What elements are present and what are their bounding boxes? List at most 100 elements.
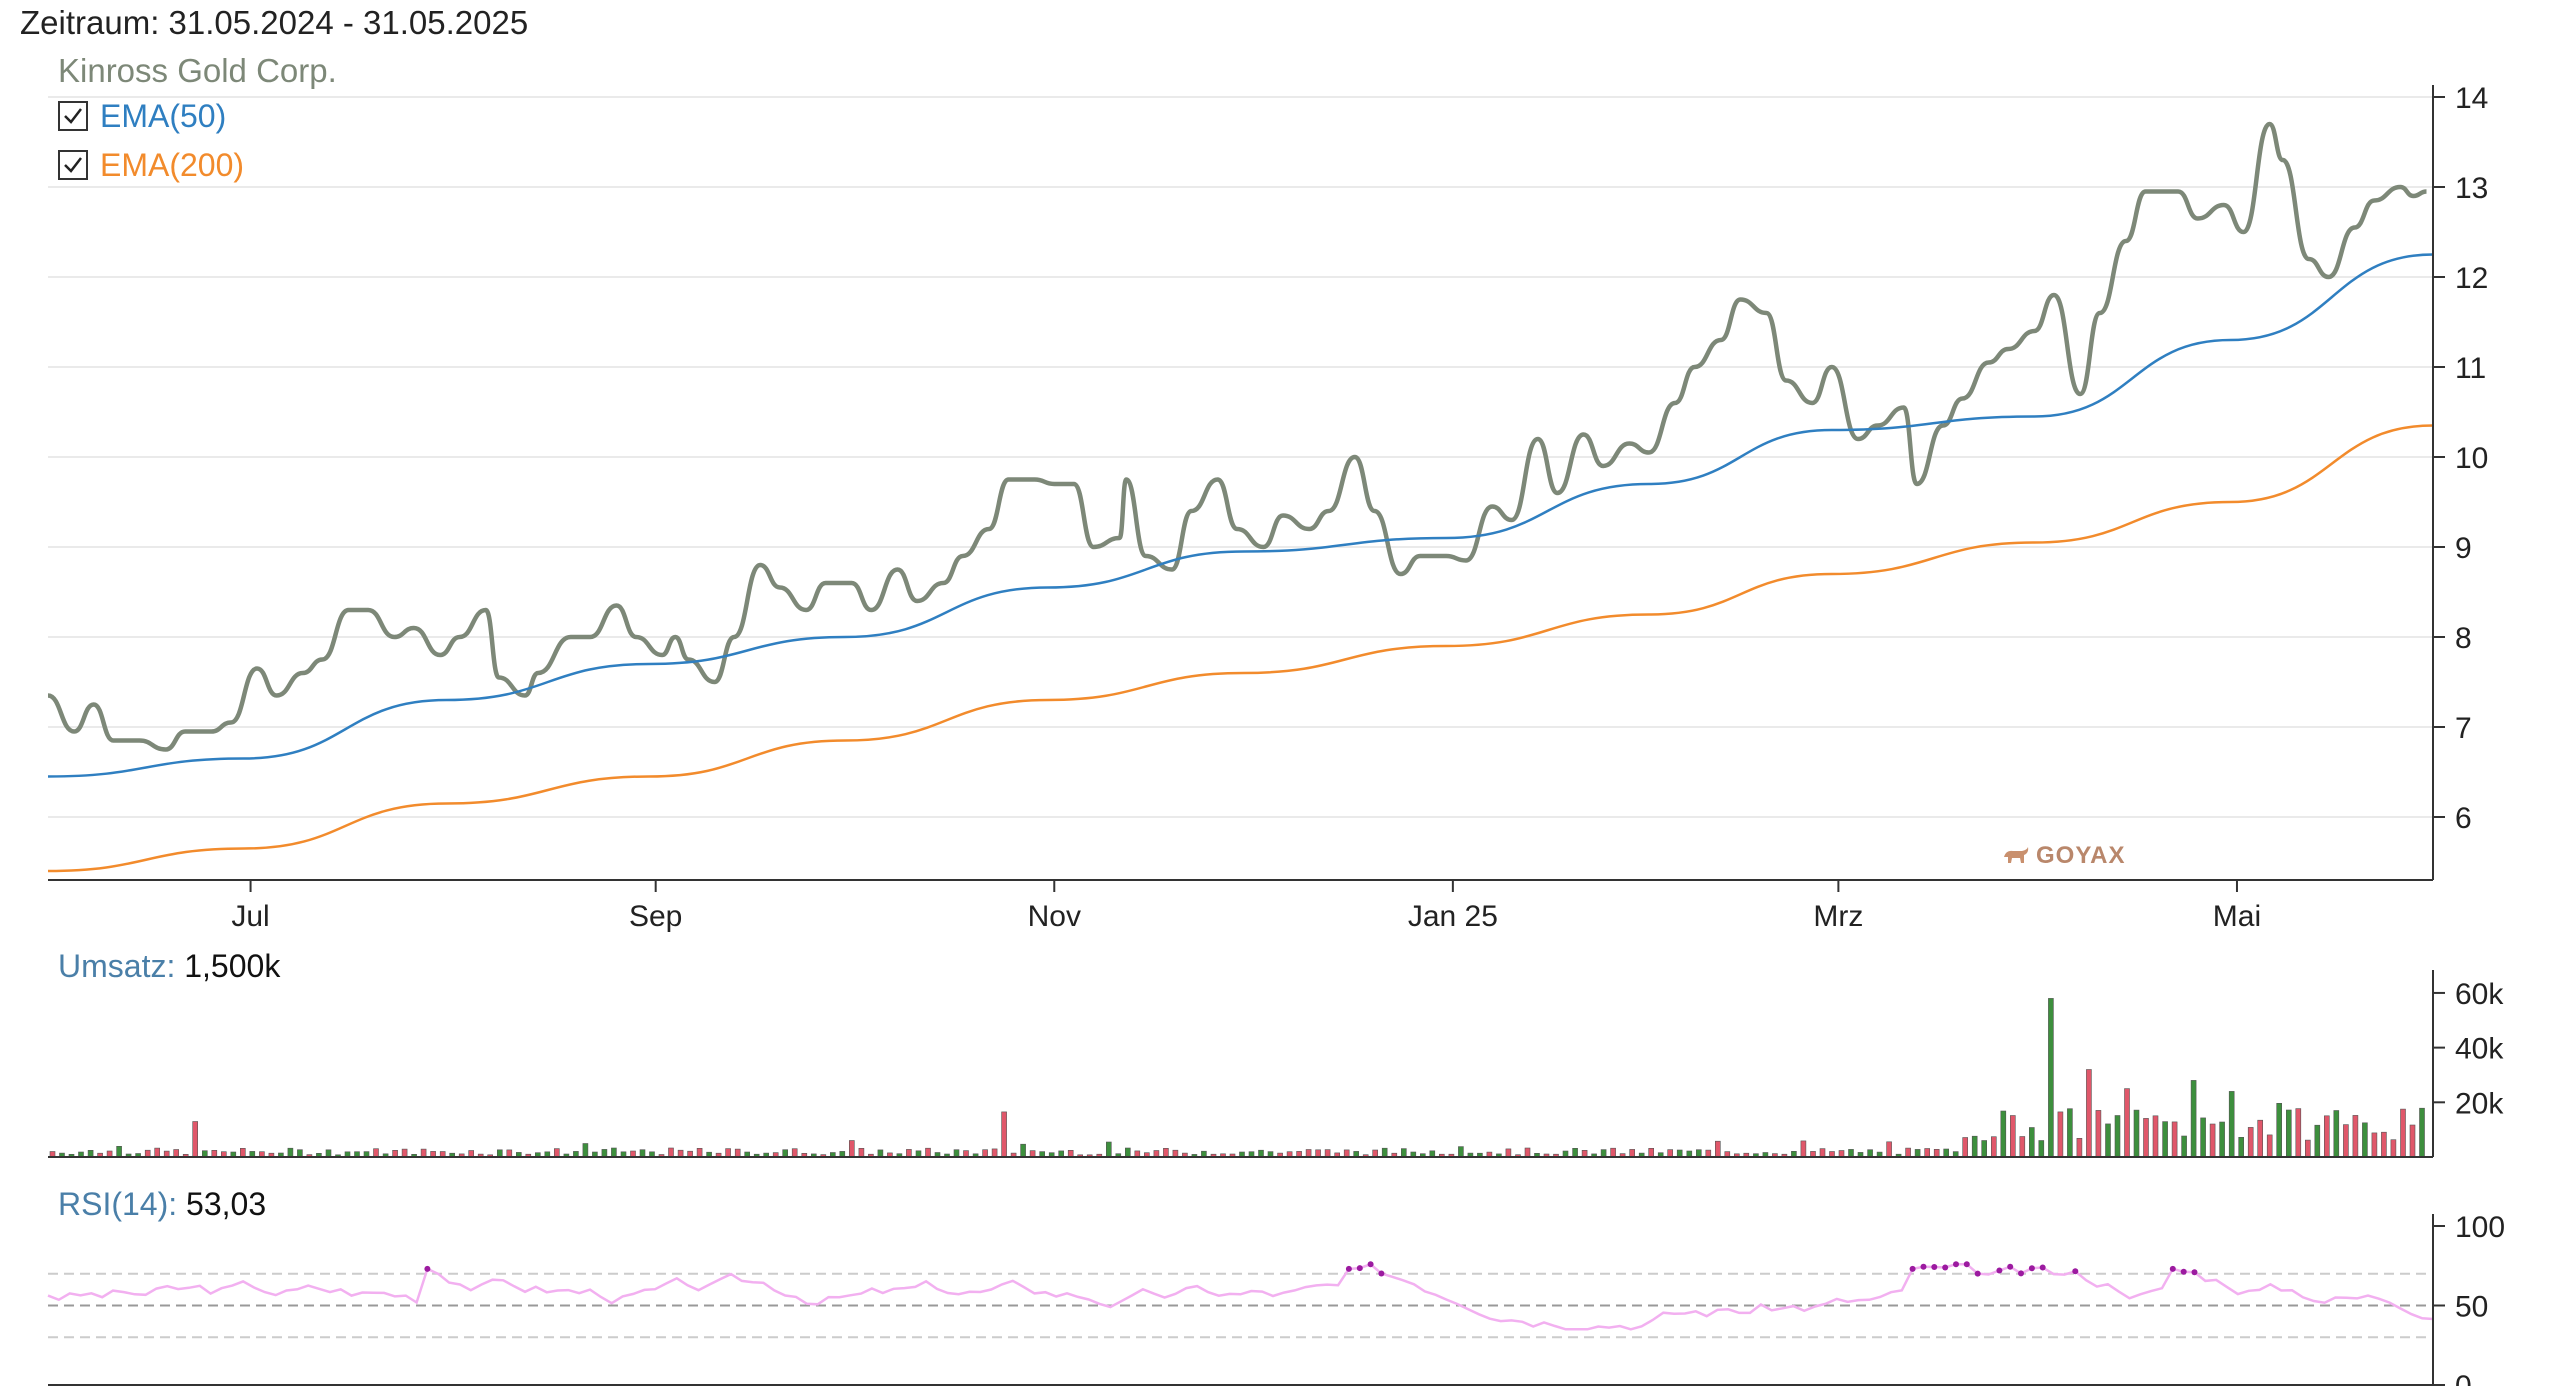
volume-bar	[2019, 1136, 2026, 1158]
rsi-label: RSI(14): 53,03	[58, 1186, 267, 1222]
volume-bar	[325, 1149, 332, 1158]
volume-bar	[1848, 1149, 1854, 1158]
volume-bar	[2247, 1127, 2254, 1158]
volume-bar	[2162, 1121, 2168, 1158]
rsi-overbought-mark	[1378, 1270, 1385, 1277]
volume-bar	[1943, 1148, 1949, 1158]
checkbox-checked-icon[interactable]	[58, 150, 88, 180]
volume-bar	[582, 1143, 589, 1158]
axes	[48, 85, 2434, 1386]
price-line	[47, 121, 2427, 752]
volume-bar	[2219, 1121, 2225, 1158]
volume-bar	[2067, 1108, 2073, 1158]
volume-bar	[1705, 1149, 1712, 1158]
rsi-overbought-mark	[1974, 1270, 1981, 1277]
volume-bar	[1648, 1148, 1654, 1158]
volume-bar	[2305, 1139, 2311, 1158]
volume-bar	[373, 1148, 379, 1158]
rsi-y-tick-label: 100	[2455, 1211, 2505, 1244]
volume-bar	[877, 1149, 884, 1158]
price-y-axis: 6 7 8 9 10 11 12 13 14	[2433, 82, 2488, 835]
volume-bar	[1905, 1147, 1911, 1158]
x-tick-label: Mai	[2213, 900, 2261, 933]
volume-bar	[1372, 1149, 1378, 1158]
x-tick-label: Nov	[1028, 900, 1081, 933]
volume-bar	[2390, 1139, 2397, 1158]
price-y-tick-label: 14	[2455, 82, 2488, 115]
volume-bar	[506, 1149, 513, 1158]
volume-bar	[1962, 1137, 1968, 1158]
volume-bar	[2286, 1109, 2292, 1158]
legend-ema50[interactable]: EMA(50)	[58, 96, 226, 136]
volume-bar	[2086, 1069, 2092, 1158]
volume-bar	[1600, 1149, 1607, 1158]
instrument-name: Kinross Gold Corp.	[58, 52, 337, 89]
volume-bar	[1676, 1149, 1683, 1158]
volume-bar	[496, 1149, 503, 1158]
rsi-panel: 0 50 100	[47, 1211, 2505, 1386]
volume-bar	[2324, 1115, 2330, 1158]
volume-bar	[2143, 1118, 2149, 1158]
volume-bar	[2057, 1111, 2064, 1158]
volume-bar	[2343, 1124, 2349, 1158]
volume-bar	[925, 1147, 931, 1158]
volume-bar	[1991, 1136, 1997, 1158]
x-tick-label: Mrz	[1813, 900, 1863, 933]
volume-bar	[144, 1149, 151, 1158]
rsi-overbought-mark	[2169, 1265, 2176, 1272]
volume-bar	[1867, 1149, 1873, 1158]
volume-bar	[668, 1147, 674, 1158]
volume-bar	[1401, 1148, 1407, 1158]
volume-bar	[1924, 1148, 1930, 1158]
volume-bar	[192, 1121, 198, 1158]
price-lines	[47, 121, 2434, 873]
price-y-tick-label: 12	[2455, 262, 2488, 295]
volume-bar	[1324, 1149, 1331, 1158]
volume-bar	[87, 1150, 94, 1158]
ema50-line	[47, 253, 2434, 778]
volume-bar	[1610, 1147, 1616, 1158]
rsi-line	[47, 1262, 2434, 1331]
volume-bar	[1572, 1148, 1578, 1158]
rsi-overbought-mark	[424, 1265, 431, 1272]
rsi-overbought-mark	[2039, 1264, 2046, 1271]
volume-bar	[1458, 1146, 1464, 1158]
volume-bar	[1886, 1141, 1892, 1158]
volume-bar	[848, 1140, 855, 1158]
volume-bar	[1629, 1149, 1635, 1158]
price-y-tick-label: 9	[2455, 532, 2472, 565]
x-tick-label: Sep	[629, 900, 682, 933]
volume-bar	[991, 1148, 998, 1158]
volume-bar	[2114, 1115, 2121, 1158]
volume-bar	[2352, 1115, 2359, 1158]
volume-bar	[2266, 1134, 2273, 1158]
volume-label: Umsatz: 1,500k	[58, 948, 281, 984]
volume-bar	[2419, 1107, 2425, 1158]
volume-bar	[240, 1148, 246, 1158]
volume-bar	[734, 1148, 741, 1158]
legend-ema200[interactable]: EMA(200)	[58, 145, 244, 185]
checkbox-checked-icon[interactable]	[58, 101, 88, 131]
volume-bar	[1971, 1135, 1978, 1158]
volume-bar	[1125, 1147, 1131, 1158]
volume-bar	[2152, 1115, 2159, 1158]
volume-bar	[2257, 1119, 2263, 1158]
rsi-overbought-mark	[2072, 1268, 2079, 1275]
volume-y-tick-label: 20k	[2455, 1087, 2504, 1120]
volume-bar	[2000, 1110, 2007, 1158]
volume-bar	[297, 1149, 303, 1158]
volume-bar	[2409, 1124, 2416, 1158]
volume-bar	[420, 1148, 427, 1158]
volume-bar	[2095, 1110, 2102, 1158]
rsi-overbought-mark	[2028, 1265, 2035, 1272]
volume-bar	[1106, 1141, 1112, 1158]
volume-bar	[2371, 1132, 2378, 1158]
volume-bar	[1715, 1140, 1721, 1158]
volume-bar	[392, 1150, 398, 1158]
rsi-overbought-mark	[1920, 1263, 1927, 1270]
volume-bar	[2171, 1121, 2178, 1158]
volume-bar	[725, 1148, 731, 1158]
rsi-overbought-mark	[1909, 1265, 1916, 1272]
volume-bar	[2209, 1123, 2216, 1158]
